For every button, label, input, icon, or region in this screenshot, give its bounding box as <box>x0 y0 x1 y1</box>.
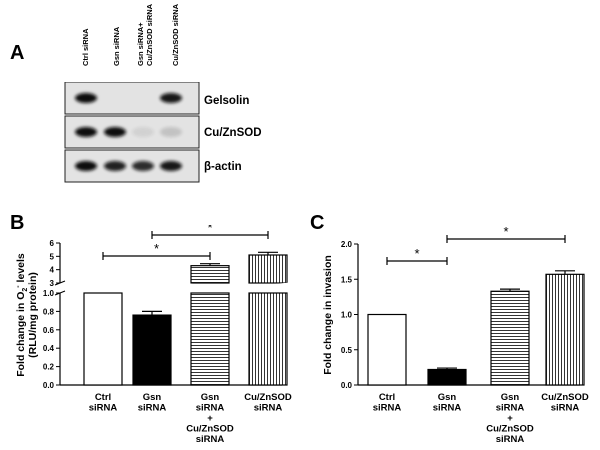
x-category-label: Cu/ZnSOD <box>486 424 534 435</box>
x-category-label: siRNA <box>551 403 580 414</box>
bar-upper <box>190 265 230 284</box>
bar-lower <box>248 292 288 386</box>
y-tick-label: 0.6 <box>43 326 55 335</box>
bar <box>545 273 585 386</box>
blot-label-cuznsod: Cu/ZnSOD <box>204 127 262 139</box>
bar-upper <box>248 254 288 284</box>
x-category-label: siRNA <box>433 403 462 414</box>
lane-label-ctrl: Ctrl siRNA <box>81 28 90 66</box>
x-category-label: + <box>507 413 513 424</box>
bar-lower <box>190 292 230 386</box>
y-axis-label-line2: (RLU/mg protein) <box>27 272 39 358</box>
y-tick-label: 4 <box>50 266 55 275</box>
x-category-label: Gsn <box>438 392 457 403</box>
y-tick-label: 0.5 <box>341 346 353 355</box>
x-category-label: Cu/ZnSOD <box>244 392 292 403</box>
break-gap <box>189 282 291 290</box>
y-tick-label: 0.2 <box>43 363 55 372</box>
blot-band <box>104 127 126 137</box>
y-tick-label: 2.0 <box>341 240 353 249</box>
blot-label-beta-actin: β-actin <box>204 161 242 173</box>
x-category-label: Ctrl <box>379 392 395 403</box>
bar <box>83 292 123 386</box>
blot-band <box>160 127 182 137</box>
y-axis-label: Fold change in O2- levels <box>15 253 29 377</box>
blot-band <box>132 127 154 137</box>
x-category-label: + <box>207 413 213 424</box>
chart-c: 0.0 0.5 1.0 1.5 2.0 Fold change in invasion * *… <box>322 225 589 445</box>
lane-label-gsn-sod-line1: Gsn siRNA+ <box>136 22 145 66</box>
x-category-label: Gsn <box>143 392 162 403</box>
x-category-label: siRNA <box>254 403 283 414</box>
x-category-label: siRNA <box>496 434 525 445</box>
significance-star: * <box>414 246 419 261</box>
chart-b: 0.0 0.2 0.4 0.6 0.8 1.03 4 5 6 Fold change in O2-… <box>15 225 292 445</box>
western-blot-image <box>64 82 200 183</box>
blot-band <box>75 93 97 103</box>
blot-band <box>75 127 97 137</box>
bar <box>132 314 172 386</box>
lane-label-sod: Cu/ZnSOD siRNA <box>171 3 180 66</box>
x-category-label: Cu/ZnSOD <box>541 392 589 403</box>
y-tick-label: 1.0 <box>341 311 353 320</box>
x-category-label: siRNA <box>196 434 225 445</box>
panel-c-label: C <box>310 212 325 234</box>
panel-a-label: A <box>10 42 25 64</box>
x-category-label: Gsn <box>201 392 220 403</box>
significance-star: * <box>207 225 212 235</box>
y-tick-label: 1.5 <box>341 275 353 284</box>
y-tick-label: 0.4 <box>43 344 55 353</box>
panel-b-label: B <box>10 212 25 234</box>
blot-band <box>132 161 154 171</box>
y-axis-label: Fold change in invasion <box>322 255 334 375</box>
blot-band <box>160 161 182 171</box>
y-tick-label: 5 <box>50 252 55 261</box>
y-tick-label: 1.0 <box>43 289 55 298</box>
y-tick-label: 6 <box>50 239 55 248</box>
x-category-label: siRNA <box>373 403 402 414</box>
bar <box>490 290 530 386</box>
blot-band <box>104 161 126 171</box>
y-tick-label: 0.0 <box>43 381 55 390</box>
axis-break-mark <box>54 280 66 286</box>
y-tick-label: 0.0 <box>341 381 353 390</box>
blot-label-gelsolin: Gelsolin <box>204 95 250 107</box>
axis-break-mark <box>54 290 66 296</box>
lane-label-gsn-sod-line2: Cu/ZnSOD siRNA <box>145 3 154 66</box>
x-category-label: siRNA <box>138 403 167 414</box>
lane-label-gsn: Gsn siRNA <box>112 26 121 66</box>
significance-star: * <box>503 225 508 239</box>
significance-star: * <box>154 241 159 256</box>
x-category-label: Gsn <box>501 392 520 403</box>
y-tick-label: 0.8 <box>43 307 55 316</box>
bar <box>427 368 467 386</box>
x-category-label: Ctrl <box>95 392 111 403</box>
x-category-label: siRNA <box>496 403 525 414</box>
bar <box>367 313 407 386</box>
x-category-label: siRNA <box>89 403 118 414</box>
blot-band <box>75 161 97 171</box>
y-tick-label: 3 <box>50 279 55 288</box>
x-category-label: Cu/ZnSOD <box>186 424 234 435</box>
blot-band <box>160 93 182 103</box>
x-category-label: siRNA <box>196 403 225 414</box>
